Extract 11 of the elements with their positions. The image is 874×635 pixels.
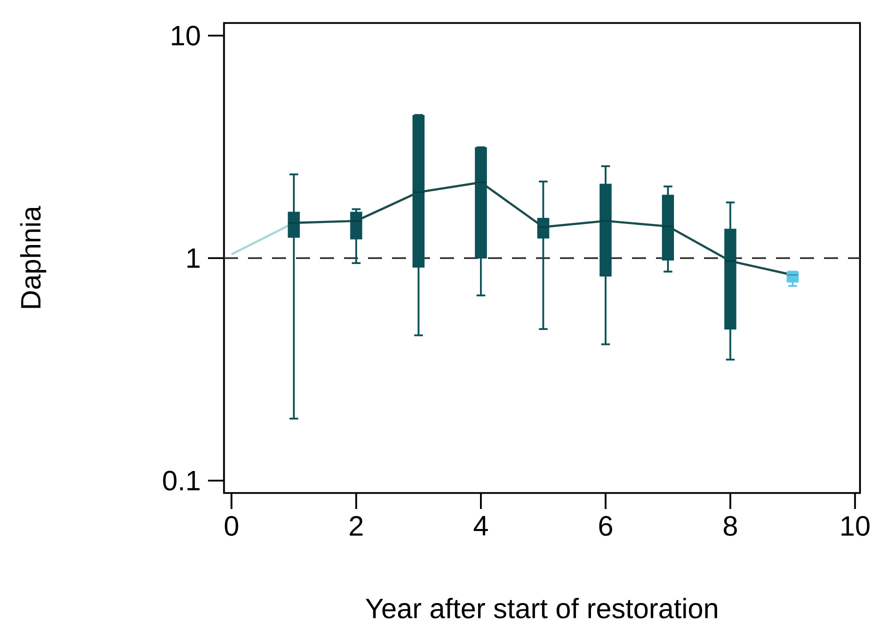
x-tick-label: 0 xyxy=(224,516,238,536)
y-axis-title: Daphnia xyxy=(20,206,46,308)
x-tick-label: 10 xyxy=(842,516,870,536)
y-tick-label: 10 xyxy=(172,26,200,46)
x-tick-label: 6 xyxy=(599,516,612,536)
y-tick-label: 1 xyxy=(187,248,200,268)
x-tick-label: 2 xyxy=(350,516,363,536)
y-tick-label: 0.1 xyxy=(163,470,200,491)
x-axis-title: Year after start of restoration xyxy=(366,598,718,618)
x-tick-label: 4 xyxy=(474,516,488,536)
x-tick-label: 8 xyxy=(724,516,737,536)
